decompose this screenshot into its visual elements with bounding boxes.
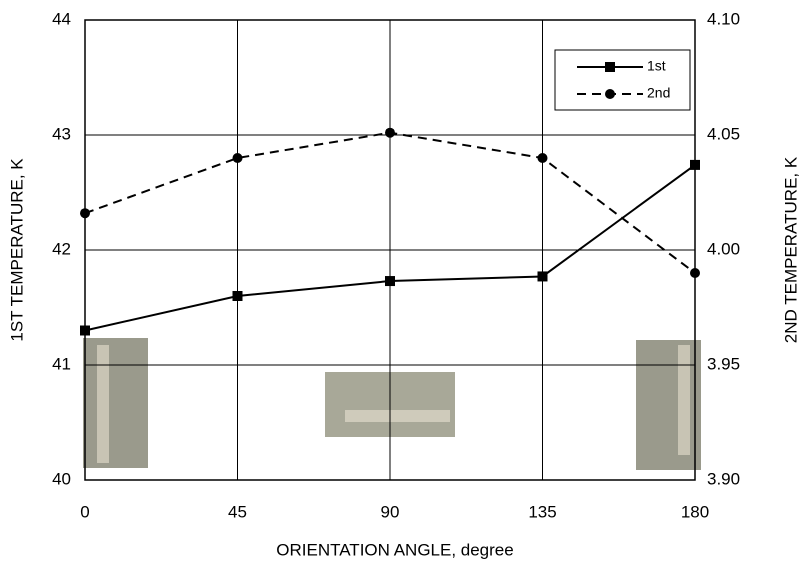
legend: 1st 2nd (554, 49, 691, 111)
y2-tick-label: 4.05 (707, 124, 740, 143)
x-tick-label: 45 (228, 502, 247, 521)
photo (636, 340, 701, 470)
photo (83, 338, 148, 468)
x-tick-label: 180 (681, 502, 709, 521)
y-axis-title: 1ST TEMPERATURE, K (7, 158, 26, 342)
photo-detail (97, 345, 109, 463)
photos (83, 338, 701, 470)
x-tick-label: 0 (80, 502, 89, 521)
legend-marker (605, 62, 615, 72)
legend-label: 1st (647, 58, 666, 74)
x-tick-label: 135 (528, 502, 556, 521)
marker (537, 153, 548, 163)
marker (80, 208, 90, 219)
y2-tick-label: 3.90 (707, 469, 740, 488)
photo-detail (678, 345, 690, 455)
y2-axis-title: 2ND TEMPERATURE, K (781, 156, 800, 343)
marker (80, 325, 90, 336)
marker (232, 153, 243, 163)
legend-marker (605, 89, 615, 99)
marker (385, 276, 395, 287)
legend-label: 2nd (647, 85, 670, 101)
marker (690, 159, 700, 170)
x-axis-title: ORIENTATION ANGLE, degree (276, 540, 513, 559)
marker (385, 127, 395, 138)
y2-tick-label: 4.10 (707, 9, 740, 28)
photo-detail (345, 410, 450, 422)
x-tick-label: 90 (381, 502, 400, 521)
y-tick-label: 44 (52, 9, 71, 28)
plot-frame (84, 19, 696, 481)
marker (690, 268, 700, 278)
y-tick-label: 42 (52, 239, 71, 258)
y-tick-label: 43 (52, 124, 71, 143)
y2-tick-label: 3.95 (707, 354, 740, 373)
marker (232, 291, 243, 301)
legend-box (554, 49, 691, 111)
y-tick-label: 41 (52, 354, 71, 373)
marker (537, 271, 548, 282)
y-tick-label: 40 (52, 469, 71, 488)
y2-tick-label: 4.00 (707, 239, 740, 258)
